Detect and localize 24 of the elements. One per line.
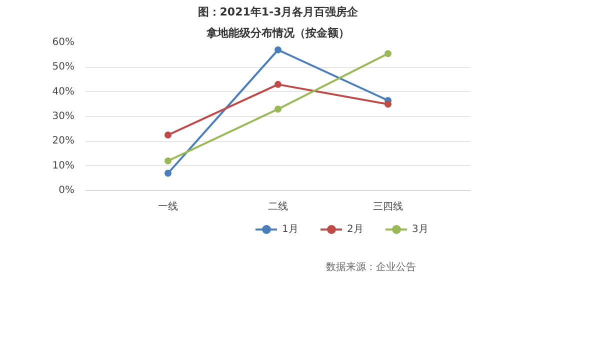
point [274,46,282,54]
y-tick-label: 40% [52,86,75,98]
point [164,157,172,164]
x-tick-label: 三四线 [373,200,403,212]
y-tick-label: 0% [58,185,75,196]
point [274,106,282,113]
chart-title: 图：2021年1-3月各月百强房企 [198,6,360,18]
legend-label: 2月 [347,223,364,236]
point [274,80,282,88]
y-tick-label: 10% [52,160,75,172]
x-tick-label: 一线 [158,200,178,212]
chart-subtitle: 拿地能级分布情况（按金额） [206,26,350,40]
legend-label: 1月 [282,223,300,236]
point [384,100,392,108]
x-tick-label: 二线 [268,200,288,212]
y-tick-label: 30% [52,111,75,122]
point [164,132,172,138]
y-tick-label: 60% [52,37,75,48]
y-tick-label: 20% [52,136,75,147]
y-tick-label: 50% [52,62,75,73]
legend-label: 3月 [412,223,430,236]
point [164,170,172,177]
point [384,50,392,58]
source-note: 数据来源：企业公告 [326,261,416,273]
